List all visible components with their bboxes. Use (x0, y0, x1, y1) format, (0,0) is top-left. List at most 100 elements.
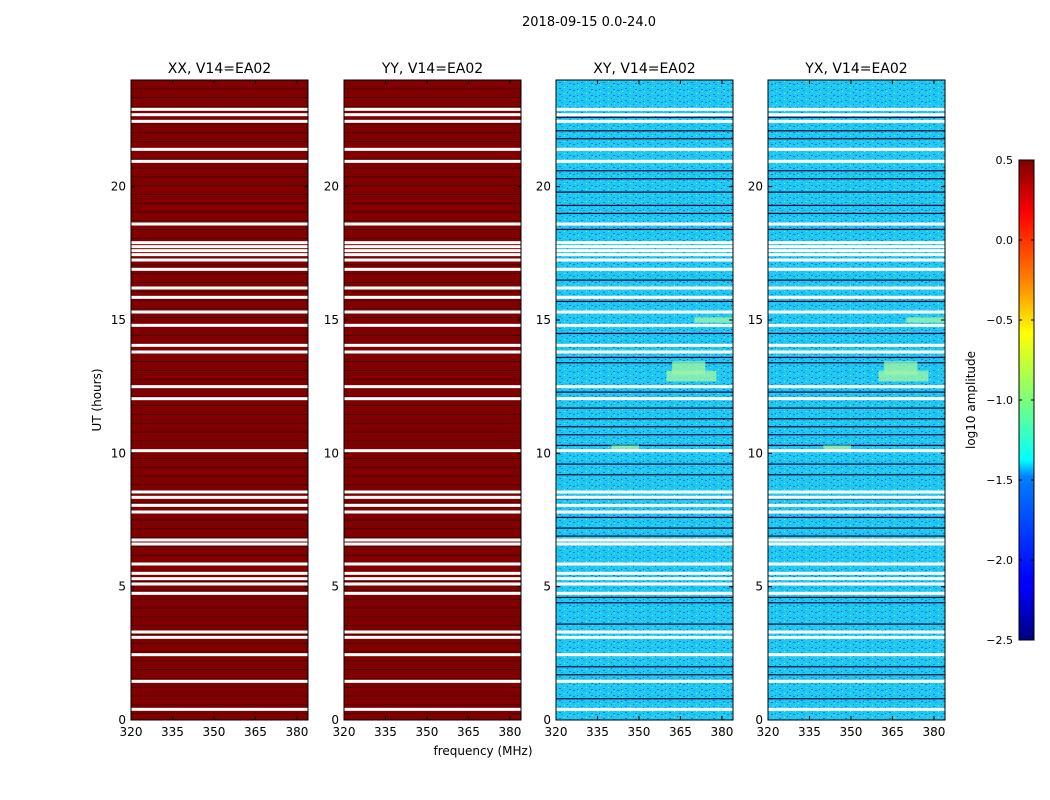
x-tick-label: 320 (545, 725, 568, 739)
heatmap-row-line (344, 519, 521, 521)
heatmap-dark-row (556, 596, 733, 599)
flagged-row (131, 343, 308, 347)
flagged-row (131, 707, 308, 711)
heatmap-dark-row (556, 332, 733, 335)
heatmap-dark-row (556, 535, 733, 537)
flagged-row (556, 323, 733, 327)
flagged-row (768, 503, 945, 507)
heatmap-dark-row (768, 434, 945, 436)
heatmap-dark-row (556, 191, 733, 193)
heatmap-hotspot (666, 370, 717, 382)
heatmap-dark-row (768, 191, 945, 193)
flagged-row (344, 490, 521, 494)
y-tick-label: 10 (536, 446, 551, 460)
flagged-row (344, 630, 521, 634)
heatmap-row-line (344, 440, 521, 442)
flagged-row (768, 245, 945, 249)
flagged-row (768, 258, 945, 262)
flagged-row (556, 571, 733, 575)
flagged-row (556, 222, 733, 226)
flagged-row (344, 343, 521, 347)
heatmap-dark-row (556, 463, 733, 465)
heatmap-row-line (344, 634, 521, 635)
heatmap-dark-row (556, 444, 733, 447)
y-tick-label: 5 (331, 580, 339, 594)
heatmap-dark-row (768, 356, 945, 359)
heatmap-row-line (344, 106, 521, 107)
flagged-row (131, 562, 308, 566)
flagged-row (556, 343, 733, 347)
flagged-row (768, 510, 945, 514)
flagged-row (768, 159, 945, 163)
heatmap-row-line (344, 704, 521, 706)
heatmap-row-line (344, 264, 521, 266)
flagged-row (556, 679, 733, 683)
heatmap-row-line (131, 660, 308, 662)
flagged-row (131, 495, 308, 499)
y-tick-label: 15 (324, 313, 339, 327)
flagged-row (556, 630, 733, 634)
heatmap-dark-row (768, 300, 945, 303)
flagged-row (768, 385, 945, 389)
heatmap-dark-row (768, 332, 945, 335)
flagged-row (344, 510, 521, 514)
heatmap-row-line (344, 229, 521, 230)
flagged-row (344, 119, 521, 123)
flagged-row (344, 249, 521, 253)
heatmap-dark-row (556, 170, 733, 172)
heatmap-row-line (131, 598, 308, 600)
heatmap-row-line (131, 229, 308, 230)
heatmap-row-line (131, 158, 308, 160)
heatmap-dark-row (556, 228, 733, 231)
flagged-row (344, 267, 521, 271)
heatmap-row-line (131, 458, 308, 459)
x-tick-label: 350 (840, 725, 863, 739)
flagged-row (131, 222, 308, 226)
heatmap-row-line (131, 616, 308, 618)
flagged-row (344, 503, 521, 507)
flagged-row (131, 503, 308, 507)
flagged-row (131, 510, 308, 514)
flagged-row (556, 495, 733, 499)
heatmap-dark-row (556, 178, 733, 180)
heatmap-dark-row (768, 516, 945, 519)
flagged-row (768, 222, 945, 226)
heatmap-row-line (131, 669, 308, 670)
heatmap-row-line (344, 176, 521, 178)
flagged-row (131, 113, 308, 117)
heatmap-row-line (344, 625, 521, 626)
heatmap-row-line (344, 405, 521, 406)
flagged-row (556, 253, 733, 257)
heatmap-dark-row (556, 356, 733, 359)
heatmap-dark-row (768, 279, 945, 281)
flagged-row (344, 707, 521, 711)
colorbar-tick-label: −1.5 (986, 474, 1013, 487)
flagged-row (131, 310, 308, 314)
heatmap-row-line (131, 528, 308, 530)
flagged-row (556, 107, 733, 111)
flagged-row (344, 241, 521, 245)
heatmap-row-line (131, 132, 308, 134)
flagged-row (556, 591, 733, 595)
heatmap-dark-row (556, 434, 733, 436)
flagged-row (556, 503, 733, 507)
heatmap-row-line (131, 502, 308, 503)
heatmap-row-line (131, 625, 308, 626)
flagged-row (556, 707, 733, 711)
heatmap-row-line (131, 475, 308, 477)
x-tick-label: 350 (203, 725, 226, 739)
heatmap-dark-row (768, 666, 945, 668)
heatmap-row-line (344, 537, 521, 538)
heatmap-dark-row (768, 444, 945, 447)
flagged-row (344, 538, 521, 542)
y-tick-label: 0 (118, 713, 126, 727)
flagged-row (131, 571, 308, 575)
flagged-row (556, 249, 733, 253)
flagged-row (131, 591, 308, 595)
heatmap-dark-row (768, 474, 945, 476)
heatmap-dark-row (768, 407, 945, 409)
flagged-row (344, 107, 521, 111)
flagged-row (131, 490, 308, 494)
flagged-row (556, 241, 733, 245)
heatmap-dark-row (556, 300, 733, 303)
